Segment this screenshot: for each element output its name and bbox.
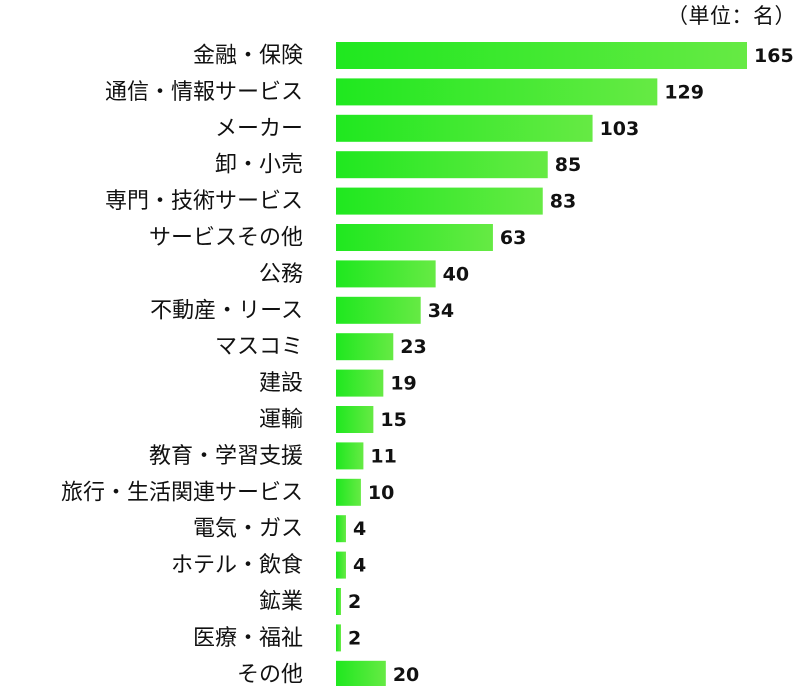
value-label: 4 (353, 518, 366, 540)
bar (336, 660, 386, 686)
bar (336, 515, 346, 543)
value-label: 19 (390, 373, 416, 395)
category-label: 通信・情報サービス (105, 80, 303, 105)
bar (336, 369, 384, 397)
category-label: 専門・技術サービス (105, 189, 303, 214)
bar (336, 333, 394, 361)
value-label: 23 (400, 336, 426, 358)
bar (336, 260, 436, 288)
bar (336, 478, 361, 506)
category-label: 旅行・生活関連サービス (61, 480, 303, 505)
value-label: 15 (380, 409, 406, 431)
bar (336, 187, 543, 215)
value-label: 11 (370, 445, 396, 467)
category-label: 鉱業 (259, 590, 303, 615)
value-label: 2 (348, 627, 361, 649)
bar (336, 406, 374, 433)
category-label: 金融・保険 (193, 44, 303, 69)
bar (336, 151, 548, 179)
category-label: 教育・学習支援 (149, 444, 303, 469)
value-label: 63 (500, 227, 526, 249)
category-label: サービスその他 (149, 226, 303, 251)
category-label: 運輸 (259, 408, 303, 433)
category-label: 電気・ガス (193, 517, 303, 542)
value-label: 10 (368, 482, 394, 504)
category-label: 建設 (259, 371, 303, 396)
value-label: 20 (393, 664, 419, 686)
bar (336, 224, 493, 251)
category-label: マスコミ (215, 335, 303, 360)
value-label: 40 (443, 263, 469, 285)
value-label: 2 (348, 591, 361, 613)
value-label: 129 (664, 81, 704, 103)
category-label: 医療・福祉 (193, 626, 303, 651)
unit-label: （単位：名） (667, 4, 796, 28)
value-label: 85 (555, 154, 581, 176)
bar (336, 551, 346, 579)
value-label: 103 (600, 118, 640, 140)
category-label: その他 (237, 662, 303, 686)
category-label: ホテル・飲食 (171, 553, 303, 578)
bar (336, 42, 747, 69)
value-label: 165 (754, 45, 794, 67)
bar (336, 588, 341, 615)
bar (336, 624, 341, 652)
category-label: 公務 (259, 262, 303, 287)
bar (336, 296, 421, 324)
bar (336, 114, 593, 142)
value-label: 4 (353, 555, 366, 577)
value-label: 83 (550, 191, 576, 213)
category-label: 不動産・リース (150, 298, 303, 323)
value-label: 34 (428, 300, 454, 322)
bars-group: 金融・保険 165 通信・情報サービス 129 メーカー 103 卸・小売 85 専門・技術サー… (61, 42, 794, 686)
category-label: 卸・小売 (215, 153, 303, 178)
bar (336, 442, 364, 470)
category-label: メーカー (215, 116, 303, 141)
bar (336, 78, 658, 106)
